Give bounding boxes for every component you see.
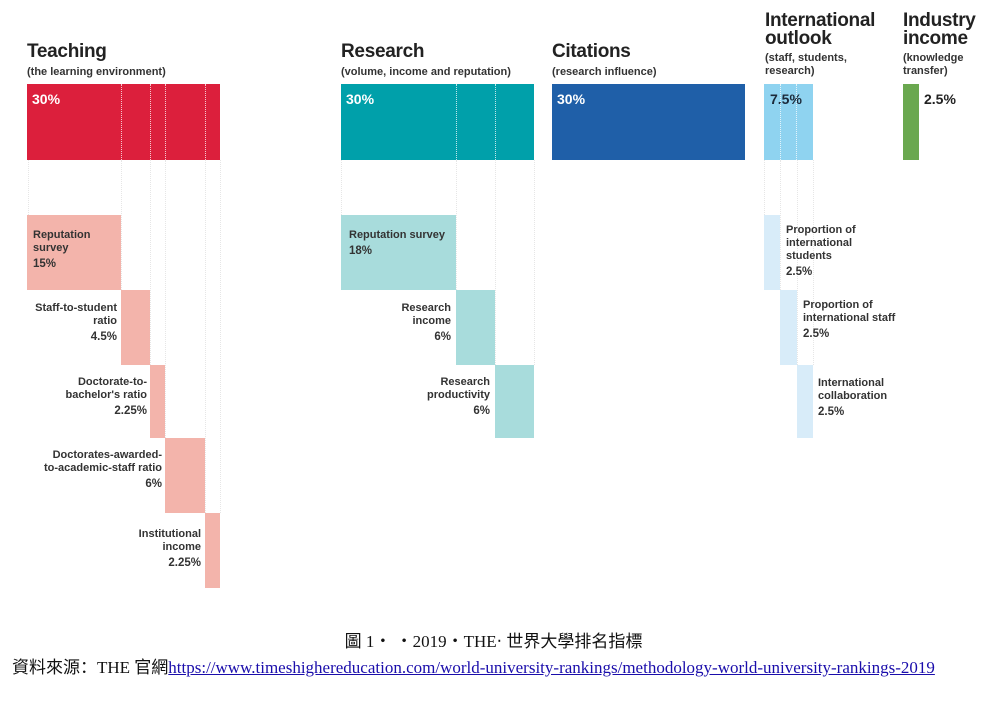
international-item-collaboration: International collaboration 2.5%	[818, 377, 918, 419]
international-sub-bar-students	[764, 215, 780, 290]
guide-line	[495, 160, 496, 365]
item-value: 15%	[33, 258, 57, 270]
source-line: 資料來源：THE 官網https://www.timeshighereducat…	[12, 655, 982, 681]
citations-header: Citations (research influence)	[552, 41, 747, 79]
guide-line	[764, 160, 765, 215]
item-label: Staff-to-student ratio	[35, 302, 117, 327]
guide-line	[220, 160, 221, 513]
bar-divider	[495, 84, 496, 160]
citations-title: Citations	[552, 41, 631, 62]
industry-weight: 2.5%	[924, 91, 956, 107]
guide-line	[205, 160, 206, 513]
item-value: 6%	[473, 405, 490, 417]
guide-line	[150, 160, 151, 365]
guide-line	[341, 160, 342, 215]
teaching-sub-bar-reputation	[27, 215, 121, 290]
research-header: Research (volume, income and reputation)	[341, 41, 541, 79]
teaching-item-staff-student: Staff-to-student ratio 4.5%	[20, 302, 117, 344]
guide-line	[534, 160, 535, 365]
item-value: 6%	[145, 478, 162, 490]
international-weight: 7.5%	[770, 91, 802, 107]
teaching-subtitle: (the learning environment)	[27, 66, 166, 78]
guide-line	[797, 160, 798, 365]
industry-title: Industry income	[903, 10, 976, 49]
international-header: International outlook (staff, students, …	[765, 10, 885, 78]
item-value: 2.25%	[114, 405, 147, 417]
guide-line	[813, 160, 814, 365]
item-label: Proportion of international staff	[803, 299, 896, 324]
item-label: Institutional income	[138, 528, 201, 553]
research-sub-bar-income	[456, 290, 495, 365]
item-value: 2.25%	[168, 557, 201, 569]
bar-divider	[165, 84, 166, 160]
item-value: 2.5%	[786, 266, 813, 278]
teaching-item-reputation: Reputation survey 15%	[33, 229, 118, 271]
teaching-item-institutional-income: Institutional income 2.25%	[120, 528, 201, 570]
teaching-sub-bar-doctorates-staff	[165, 438, 205, 513]
teaching-item-doctorate-bachelor: Doctorate-to-bachelor's ratio 2.25%	[45, 376, 147, 418]
bar-divider	[456, 84, 457, 160]
research-item-reputation: Reputation survey 18%	[349, 229, 449, 258]
citations-main-bar: 30%	[552, 84, 745, 160]
research-sub-bar-productivity	[495, 365, 534, 438]
research-weight: 30%	[346, 91, 375, 107]
item-label: Reputation survey	[33, 229, 91, 254]
international-item-students: Proportion of international students 2.5…	[786, 224, 886, 279]
teaching-item-doctorates-staff: Doctorates-awarded-to-academic-staff rat…	[40, 449, 162, 491]
guide-line	[28, 160, 29, 215]
research-item-income: Research income 6%	[372, 302, 451, 344]
bar-divider	[150, 84, 151, 160]
item-label: Reputation survey	[349, 229, 445, 241]
item-value: 2.5%	[818, 406, 845, 418]
bar-divider	[796, 84, 797, 160]
teaching-main-bar: 30%	[27, 84, 220, 160]
international-sub-bar-collaboration	[797, 365, 813, 438]
item-label: Research productivity	[427, 376, 490, 401]
item-label: Research income	[401, 302, 451, 327]
international-main-bar: 7.5%	[764, 84, 813, 160]
figure-caption: 圖 1‧ ‧2019‧THE‧ 世界大學排名指標	[344, 632, 643, 651]
source-prefix: 資料來源：THE 官網	[12, 658, 169, 677]
research-sub-bar-reputation	[341, 215, 456, 290]
research-subtitle: (volume, income and reputation)	[341, 66, 511, 78]
research-main-bar: 30%	[341, 84, 534, 160]
guide-line	[121, 160, 122, 290]
guide-line	[780, 160, 781, 290]
item-value: 6%	[434, 331, 451, 343]
teaching-sub-bar-doctorate-bachelor	[150, 365, 165, 438]
teaching-title: Teaching	[27, 41, 107, 62]
research-item-productivity: Research productivity 6%	[404, 376, 490, 418]
teaching-sub-bar-institutional-income	[205, 513, 220, 588]
item-value: 18%	[349, 245, 373, 257]
item-label: Doctorate-to-bachelor's ratio	[65, 376, 147, 401]
bar-divider	[205, 84, 206, 160]
item-label: International collaboration	[818, 377, 888, 402]
item-value: 4.5%	[90, 331, 117, 343]
research-title: Research	[341, 41, 425, 62]
teaching-header: Teaching (the learning environment)	[27, 41, 307, 79]
industry-header: Industry income (knowledge transfer)	[903, 10, 987, 78]
industry-subtitle: (knowledge transfer)	[903, 52, 964, 77]
citations-weight: 30%	[557, 91, 586, 107]
international-item-staff: Proportion of international staff 2.5%	[803, 299, 903, 341]
guide-line	[165, 160, 166, 438]
teaching-sub-bar-staff-student	[121, 290, 150, 365]
item-label: Proportion of international students	[786, 224, 856, 262]
industry-main-bar	[903, 84, 919, 160]
international-title: International outlook	[765, 10, 876, 49]
item-value: 2.5%	[803, 328, 830, 340]
item-label: Doctorates-awarded-to-academic-staff rat…	[44, 449, 162, 474]
guide-line	[456, 160, 457, 290]
international-subtitle: (staff, students, research)	[765, 52, 847, 77]
international-sub-bar-staff	[780, 290, 797, 365]
citations-subtitle: (research influence)	[552, 66, 657, 78]
bar-divider	[121, 84, 122, 160]
teaching-weight: 30%	[32, 91, 61, 107]
source-link[interactable]: https://www.timeshighereducation.com/wor…	[168, 658, 935, 677]
bar-divider	[780, 84, 781, 160]
